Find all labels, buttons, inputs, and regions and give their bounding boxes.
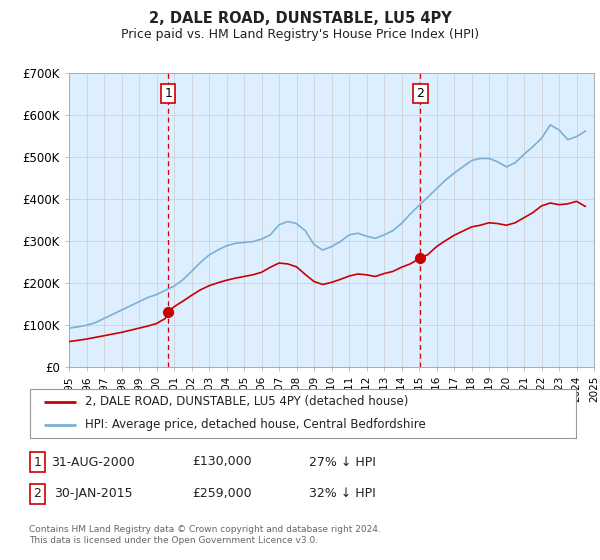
Text: 27% ↓ HPI: 27% ↓ HPI — [308, 455, 376, 469]
Text: Contains HM Land Registry data © Crown copyright and database right 2024.: Contains HM Land Registry data © Crown c… — [29, 525, 380, 534]
Text: 2: 2 — [416, 87, 424, 100]
Text: This data is licensed under the Open Government Licence v3.0.: This data is licensed under the Open Gov… — [29, 536, 318, 545]
Text: 2, DALE ROAD, DUNSTABLE, LU5 4PY: 2, DALE ROAD, DUNSTABLE, LU5 4PY — [149, 11, 451, 26]
Text: HPI: Average price, detached house, Central Bedfordshire: HPI: Average price, detached house, Cent… — [85, 418, 425, 431]
Text: £259,000: £259,000 — [192, 487, 252, 501]
Text: 2, DALE ROAD, DUNSTABLE, LU5 4PY (detached house): 2, DALE ROAD, DUNSTABLE, LU5 4PY (detach… — [85, 395, 408, 408]
Text: Price paid vs. HM Land Registry's House Price Index (HPI): Price paid vs. HM Land Registry's House … — [121, 28, 479, 41]
Text: 1: 1 — [33, 455, 41, 469]
Text: £130,000: £130,000 — [192, 455, 252, 469]
Text: 32% ↓ HPI: 32% ↓ HPI — [308, 487, 376, 501]
Text: 31-AUG-2000: 31-AUG-2000 — [51, 455, 135, 469]
Text: 2: 2 — [33, 487, 41, 501]
Text: 30-JAN-2015: 30-JAN-2015 — [53, 487, 133, 501]
Text: 1: 1 — [164, 87, 172, 100]
